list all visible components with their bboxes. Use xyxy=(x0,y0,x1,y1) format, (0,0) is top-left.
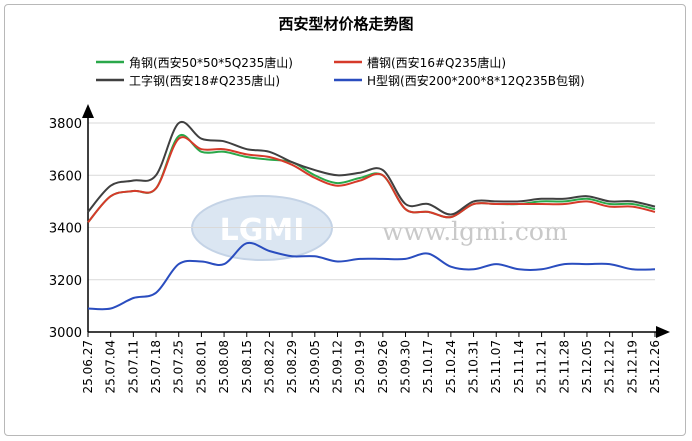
chart-axes xyxy=(82,104,670,338)
x-tick-label: 25.09.19 xyxy=(353,340,367,393)
x-tick-label: 25.08.22 xyxy=(262,340,276,393)
x-tick-label: 25.09.26 xyxy=(376,340,390,393)
x-tick-label: 25.08.29 xyxy=(285,340,299,393)
x-axis-ticks: 25.06.27 25.07.04 25.07.11 25.07.18 25.07.25… xyxy=(81,332,662,393)
x-tick-label: 25.08.01 xyxy=(194,340,208,393)
x-tick-label: 25.10.31 xyxy=(467,340,481,393)
x-tick-label: 25.10.17 xyxy=(421,340,435,393)
x-tick-label: 25.12.12 xyxy=(603,340,617,393)
channel-steel-line xyxy=(87,136,656,223)
x-tick-label: 25.07.18 xyxy=(149,340,163,393)
x-axis-arrow xyxy=(656,326,670,338)
x-tick-label: 25.11.28 xyxy=(557,340,571,393)
x-tick-label: 25.11.21 xyxy=(535,340,549,393)
x-tick-label: 25.09.12 xyxy=(330,340,344,393)
x-tick-label: 25.10.24 xyxy=(444,340,458,393)
legend-label: 角钢(西安50*50*5Q235唐山) xyxy=(129,55,293,70)
x-tick-label: 25.07.25 xyxy=(172,340,186,393)
watermark-site-text: www.lgmi.com xyxy=(382,217,568,246)
y-tick-label: 3000 xyxy=(49,326,82,341)
legend-label: 工字钢(西安18#Q235唐山) xyxy=(129,73,280,88)
legend-label: H型钢(西安200*200*8*12Q235B包钢) xyxy=(367,73,585,88)
x-tick-label: 25.12.05 xyxy=(580,340,594,393)
y-tick-label: 3800 xyxy=(49,117,82,132)
x-tick-label: 25.07.11 xyxy=(126,340,140,393)
x-tick-label: 25.09.30 xyxy=(399,340,413,393)
h-beam-line xyxy=(87,241,656,311)
y-tick-label: 3600 xyxy=(49,169,82,184)
x-tick-label: 25.11.07 xyxy=(489,340,503,393)
chart-frame xyxy=(4,4,686,436)
y-tick-label: 3400 xyxy=(49,222,82,237)
x-tick-label: 25.08.08 xyxy=(217,340,231,393)
x-tick-label: 25.08.15 xyxy=(240,340,254,393)
y-axis-arrow xyxy=(82,104,94,118)
x-tick-label: 25.09.05 xyxy=(308,340,322,393)
chart-grid xyxy=(88,122,655,281)
legend-label: 槽钢(西安16#Q235唐山) xyxy=(367,55,506,70)
y-tick-label: 3200 xyxy=(49,274,82,289)
angle-steel-line xyxy=(87,133,656,223)
x-tick-label: 25.12.26 xyxy=(648,340,662,393)
watermark-logo-text: LGMI xyxy=(220,213,305,248)
chart-title: 西安型材价格走势图 xyxy=(278,15,413,33)
chart-series xyxy=(87,120,656,311)
y-axis-ticks: 3000 3200 3400 3600 3800 xyxy=(49,117,82,341)
x-tick-label: 25.06.27 xyxy=(81,340,95,393)
chart-legend: 角钢(西安50*50*5Q235唐山) 槽钢(西安16#Q235唐山) 工字钢(西安… xyxy=(96,55,585,88)
x-tick-label: 25.11.14 xyxy=(512,340,526,393)
x-tick-label: 25.07.04 xyxy=(104,340,118,393)
x-tick-label: 25.12.19 xyxy=(625,340,639,393)
i-beam-line xyxy=(87,120,656,216)
